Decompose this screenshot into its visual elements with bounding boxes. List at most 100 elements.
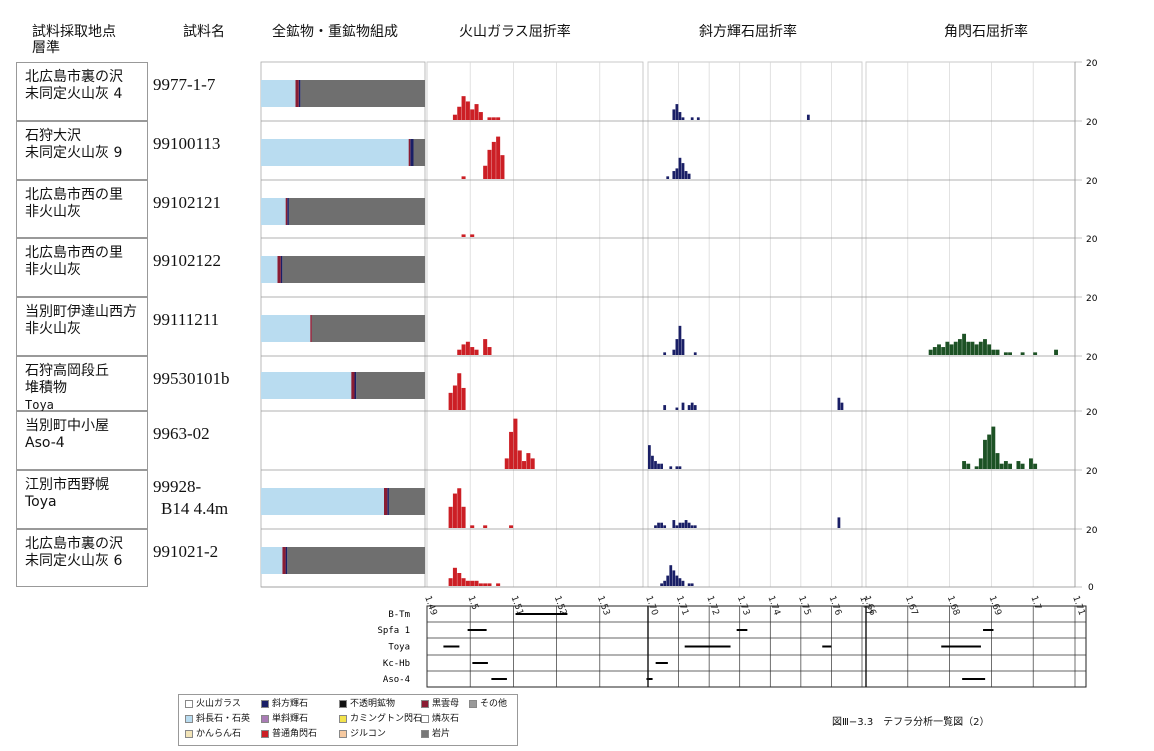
histogram-bar [1033,352,1038,355]
mineral-segment [388,488,425,515]
row-location: 石狩大沢 未同定火山灰 9 [16,121,148,180]
legend-item: 黒雲母 [421,698,459,711]
y-zero-label: 0 [1088,583,1094,593]
mineral-segment [261,372,352,399]
histogram-bar [478,583,483,586]
location-line: 当別町中小屋 [25,418,109,434]
histogram-bar [530,458,535,469]
histogram-bar [687,173,691,179]
y-max-label: 20 [1086,467,1098,477]
histogram-bar [483,165,488,179]
histogram-bar [1020,463,1025,469]
histogram-bar [461,176,466,179]
legend-swatch [261,729,269,738]
location-line: 江別市西野幌 [25,477,109,493]
mineral-segment [261,256,278,283]
legend-label: 燐灰石 [432,714,460,724]
histogram-bar [660,522,663,528]
ranges-box [426,605,1087,688]
histogram-bar [693,525,697,528]
histogram-bar [663,405,667,410]
y-max-label: 20 [1086,526,1098,536]
histogram-bar [483,583,488,586]
histogram-bar [474,580,479,586]
histogram-bar [678,112,682,120]
legend-swatch [185,729,193,738]
histogram-bar [470,234,475,237]
sample-name: 991021-2 [153,542,219,561]
histogram-bar [461,387,466,410]
histogram-bar [522,461,527,469]
histogram-bar [983,439,987,469]
histogram-bar [962,461,967,469]
mineral-segment [356,372,425,399]
histogram-bar [675,466,679,469]
histogram-bar [675,168,679,179]
histogram-bar [978,458,983,469]
histogram-bar [1033,463,1038,469]
histogram-bar [681,163,685,179]
histogram-bar [690,583,694,586]
location-line: 堆積物 [25,380,67,396]
histogram-bar [474,104,479,120]
legend-swatch [421,714,429,723]
histogram-bar [452,493,457,528]
row-location: 当別町中小屋 Aso-4 [16,411,148,470]
location-line: 北広島市裏の沢 [25,69,123,85]
histogram-bar [672,349,676,355]
histogram-bar [470,580,475,586]
histogram-bar [681,339,685,355]
histogram-bar [496,136,501,179]
histogram-bar [669,466,673,469]
legend-swatch [421,729,429,738]
mineral-segment [300,80,425,107]
histogram-bar [672,570,676,586]
histogram-bar [681,117,685,120]
range-label: Aso-4 [383,675,410,685]
legend-label: かんらん石 [196,729,242,739]
histogram-bar [672,171,676,179]
location-line: 未同定火山灰 6 [25,553,123,569]
row-location: 江別市西野幌 Toya [16,470,148,529]
histogram-bar [669,565,673,586]
histogram-bar [526,453,531,469]
x-tick-label: 1.7 [1028,595,1042,612]
histogram-bar [991,426,996,469]
histogram-bar [957,339,962,355]
histogram-bar [663,525,667,528]
row-location: 北広島市裏の沢 未同定火山灰 4 [16,62,148,121]
mineral-segment [410,139,414,166]
legend-item: 火山ガラス [185,698,241,711]
histogram-bar [457,106,462,120]
legend-item: 普通角閃石 [261,728,317,741]
histogram-bar [675,339,679,355]
location-line: 当別町伊達山西方 [25,304,137,320]
legend-label: 斜方輝石 [272,699,309,709]
histogram-bar [452,114,457,120]
legend-label: 不透明鉱物 [350,699,396,709]
x-tick-label: 1.5 [465,595,479,612]
range-label: Spfa 1 [377,626,410,636]
histogram-bar [945,341,950,355]
histogram-bar [452,385,457,410]
histogram-bar [678,157,682,179]
histogram-bar [470,525,475,528]
histogram-bar [678,325,682,355]
histogram-bar [949,344,954,355]
histogram-bar [840,402,844,410]
location-line: 北広島市西の里 [25,187,123,203]
mineral-segment [285,198,288,225]
header-glass: 火山ガラス屈折率 [459,24,571,40]
histogram-bar [690,117,694,120]
mineral-segment [288,198,425,225]
histogram-bar [483,525,488,528]
mineral-segment [261,315,311,342]
histogram-bar [696,117,700,120]
histogram-bar [1003,461,1008,469]
location-line: 未同定火山灰 9 [25,145,123,161]
histogram-bar [684,171,688,179]
histogram-bar [681,522,685,528]
histogram-bar [478,112,483,120]
histogram-bar [666,575,670,586]
mineral-segment [285,547,288,574]
